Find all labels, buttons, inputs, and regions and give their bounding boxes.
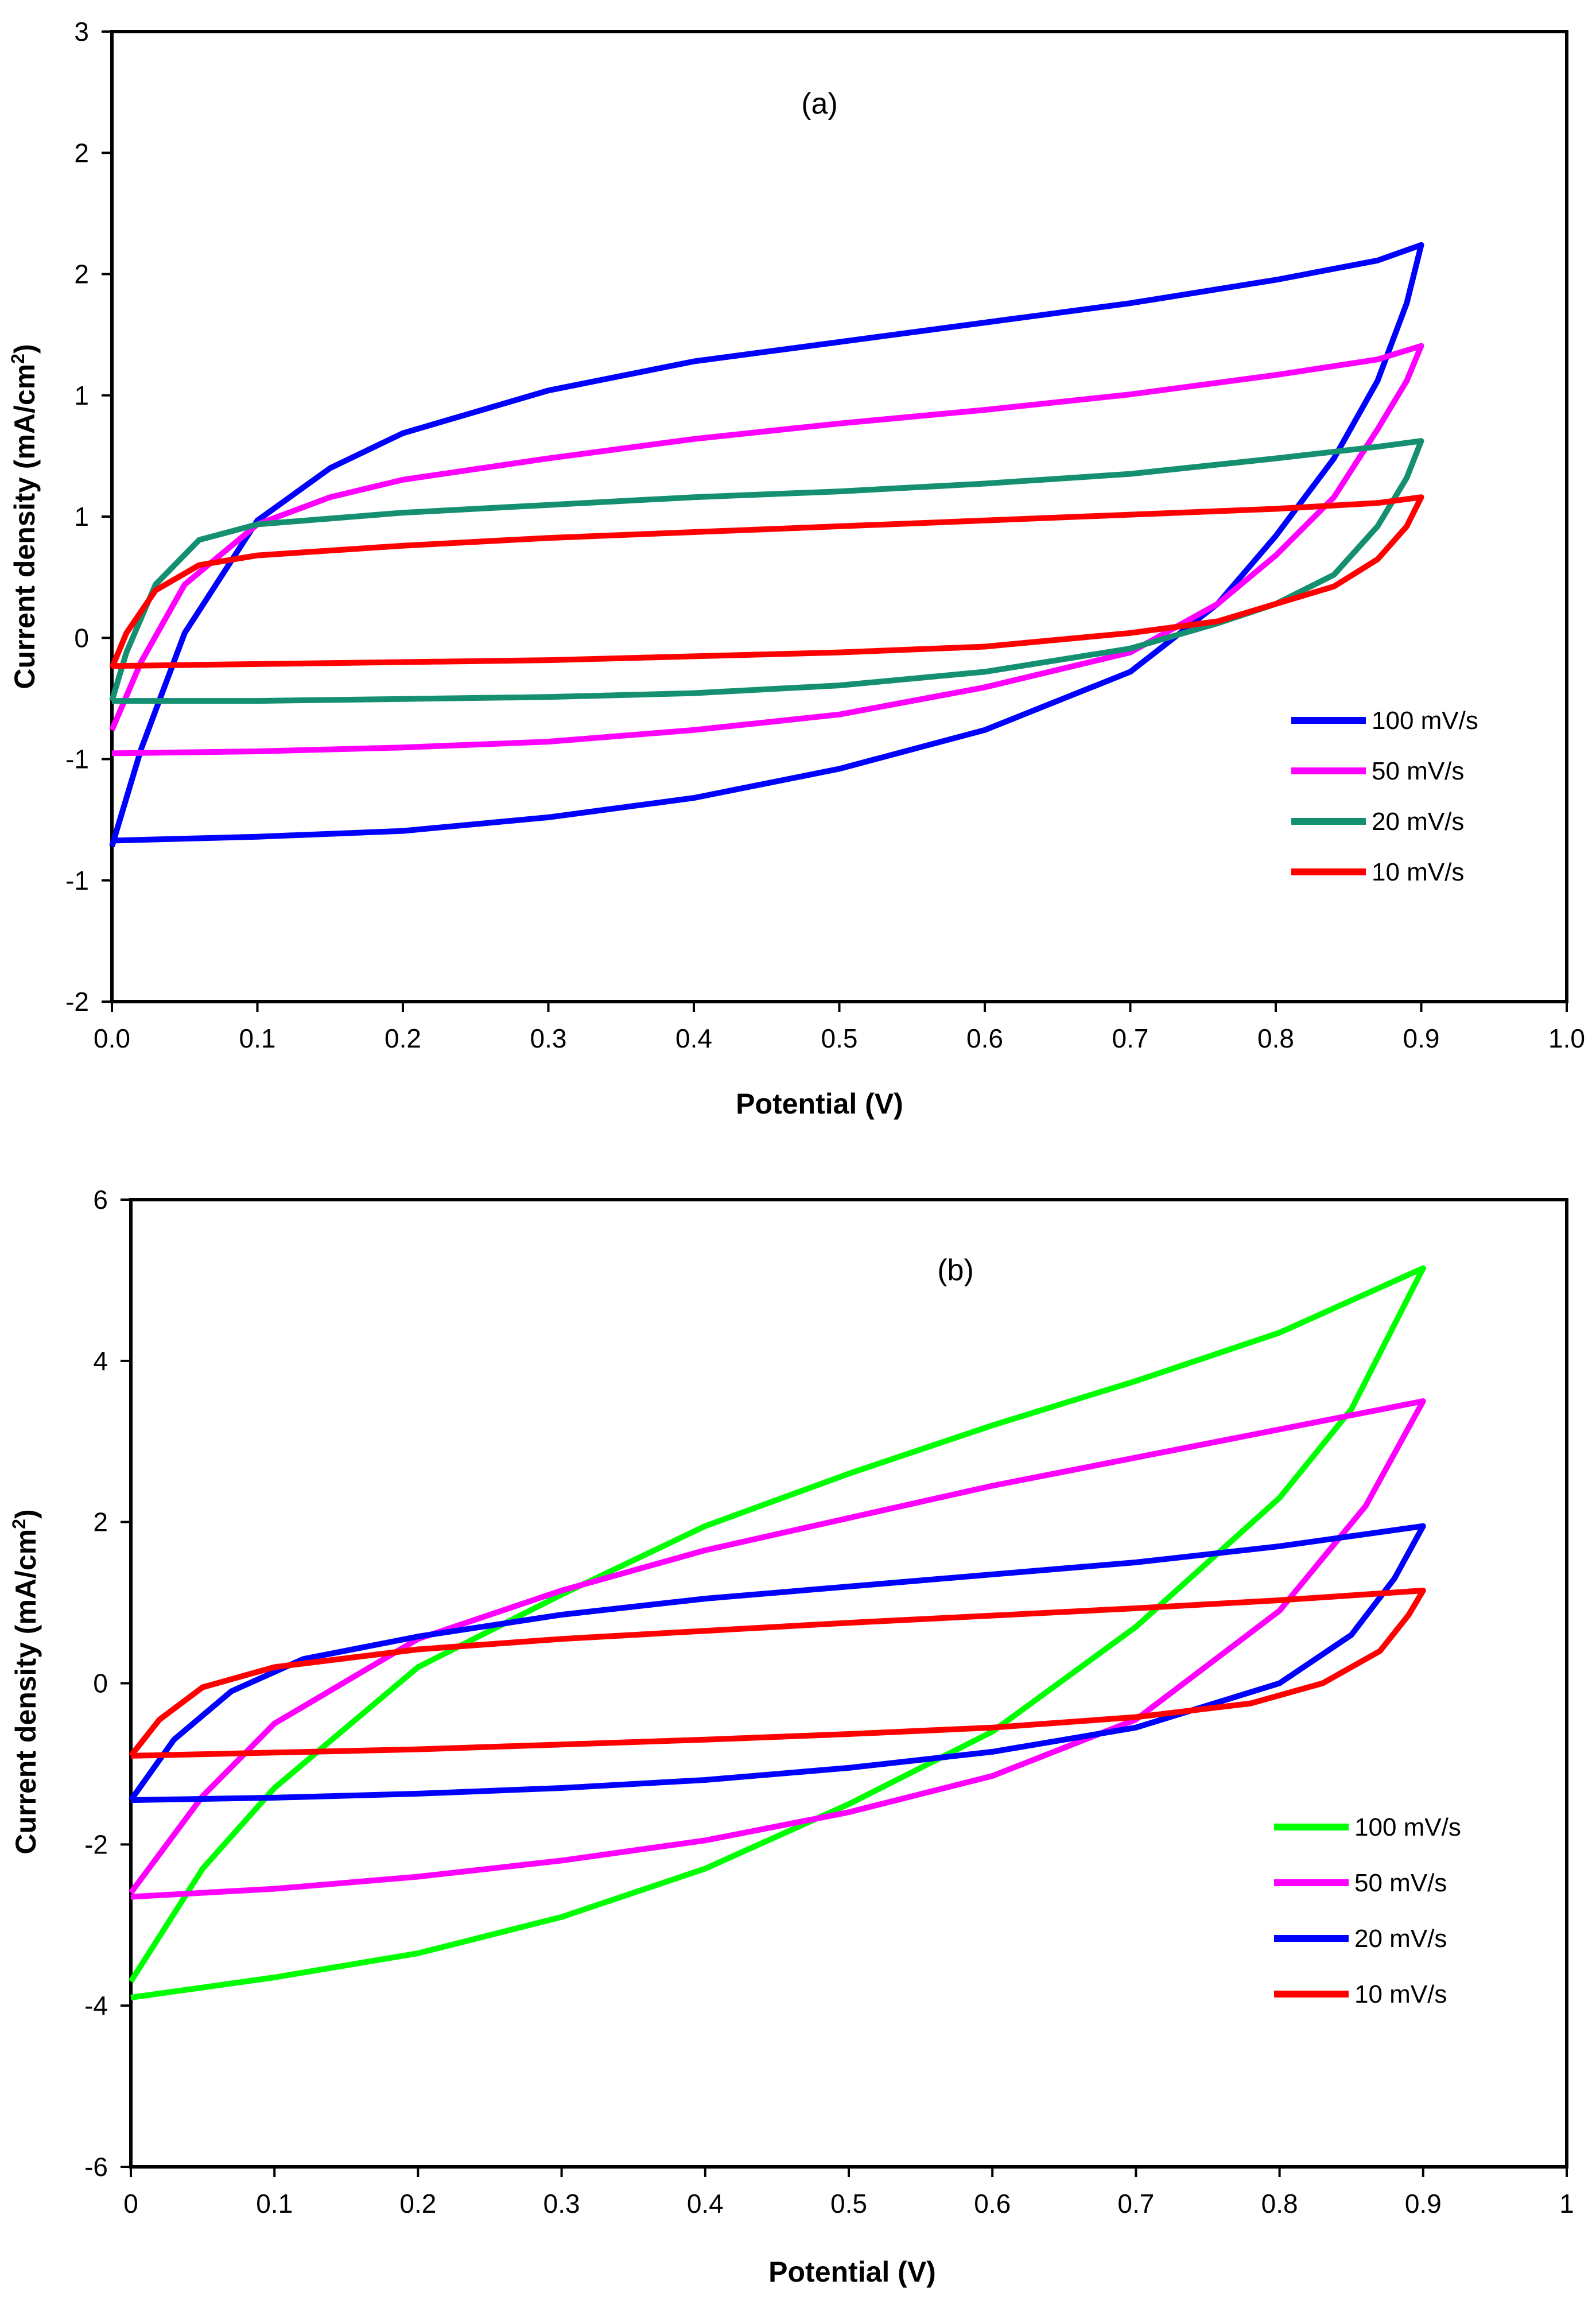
x-tick-label-b-2: 0.2 bbox=[399, 2189, 436, 2218]
legend-label-b-2: 20 mV/s bbox=[1354, 1925, 1447, 1953]
y-tick-label-a-4: 1 bbox=[74, 502, 89, 532]
x-tick-label-b-10: 1 bbox=[1559, 2189, 1574, 2218]
series-line-a-1 bbox=[109, 343, 1424, 757]
y-axis-title-b: Current density (mA/cm2) bbox=[9, 1509, 42, 1854]
y-ticks-b: -6 -4 -2 0 2 4 6 bbox=[84, 1185, 131, 2182]
x-tick-label-b-0: 0 bbox=[123, 2189, 138, 2218]
legend-label-b-1: 50 mV/s bbox=[1354, 1869, 1447, 1897]
y-ticks-a: -2 -1 -1 0 1 1 2 2 3 bbox=[65, 17, 112, 1017]
x-tick-label-b-8: 0.8 bbox=[1261, 2189, 1298, 2218]
x-tick-label-b-7: 0.7 bbox=[1117, 2189, 1154, 2218]
series-line-a-2 bbox=[109, 438, 1424, 704]
y-tick-label-b-0: -6 bbox=[84, 2152, 108, 2182]
panel-label-a: (a) bbox=[801, 87, 838, 121]
panel-label-b: (b) bbox=[937, 1254, 974, 1287]
x-tick-label-b-9: 0.9 bbox=[1405, 2189, 1442, 2218]
legend-label-b-0: 100 mV/s bbox=[1354, 1813, 1461, 1841]
x-tick-label-b-6: 0.6 bbox=[974, 2189, 1011, 2218]
y-tick-label-a-0: -2 bbox=[65, 987, 89, 1017]
y-tick-label-b-4: 2 bbox=[93, 1507, 108, 1537]
series-line-b-0 bbox=[128, 1265, 1426, 2001]
y-tick-label-a-7: 2 bbox=[74, 138, 89, 168]
x-tick-label-a-4: 0.4 bbox=[675, 1023, 712, 1053]
x-ticks-b: 0 0.1 0.2 0.3 0.4 0.5 0.6 0.7 0.8 0.9 1 bbox=[123, 2167, 1574, 2218]
series-line-b-1 bbox=[128, 1398, 1426, 1900]
legend-label-b-3: 10 mV/s bbox=[1354, 1980, 1447, 2008]
y-tick-label-b-5: 4 bbox=[93, 1346, 108, 1376]
x-tick-label-b-1: 0.1 bbox=[256, 2189, 293, 2218]
y-tick-label-b-2: -2 bbox=[84, 1829, 108, 1859]
x-tick-label-a-5: 0.5 bbox=[821, 1023, 858, 1053]
panel-a: 0.0 0.1 0.2 0.3 0.4 0.5 0.6 0.7 0.8 0.9 1.0 -2 -1 -1… bbox=[7, 17, 1585, 1120]
y-tick-label-b-6: 6 bbox=[93, 1185, 108, 1215]
series-line-a-0 bbox=[109, 242, 1424, 848]
x-tick-label-a-9: 0.9 bbox=[1403, 1023, 1440, 1053]
series-line-a-3 bbox=[109, 494, 1424, 669]
x-tick-label-a-7: 0.7 bbox=[1112, 1023, 1149, 1053]
y-axis-title-a-sup: 2 bbox=[7, 354, 28, 364]
x-ticks-a: 0.0 0.1 0.2 0.3 0.4 0.5 0.6 0.7 0.8 0.9 1.0 bbox=[94, 1002, 1585, 1053]
y-tick-label-a-5: 1 bbox=[74, 381, 89, 410]
y-tick-label-a-1: -1 bbox=[65, 866, 89, 895]
legend-b: 100 mV/s 50 mV/s 20 mV/s 10 mV/s bbox=[1274, 1813, 1461, 2008]
y-axis-title-b-main: Current density (mA/cm bbox=[10, 1529, 42, 1855]
y-axis-title-b-close: ) bbox=[10, 1509, 42, 1519]
legend-label-a-3: 10 mV/s bbox=[1372, 858, 1464, 886]
x-axis-title-b: Potential (V) bbox=[768, 2256, 936, 2288]
x-tick-label-a-6: 0.6 bbox=[966, 1023, 1003, 1053]
x-tick-label-a-2: 0.2 bbox=[385, 1023, 421, 1053]
legend-label-a-0: 100 mV/s bbox=[1372, 707, 1478, 735]
y-tick-label-a-8: 3 bbox=[74, 17, 89, 46]
y-axis-title-a: Current density (mA/cm2) bbox=[7, 344, 41, 689]
y-tick-label-a-2: -1 bbox=[65, 744, 89, 774]
y-axis-title-a-close: ) bbox=[9, 344, 41, 354]
panel-b: 0 0.1 0.2 0.3 0.4 0.5 0.6 0.7 0.8 0.9 1 -6 -4 -2 0 2 4 6… bbox=[9, 1185, 1574, 2288]
x-tick-label-a-3: 0.3 bbox=[530, 1023, 567, 1053]
series-group-b bbox=[128, 1265, 1426, 2001]
legend-label-a-2: 20 mV/s bbox=[1372, 808, 1464, 836]
y-tick-label-a-6: 2 bbox=[74, 259, 89, 289]
x-axis-title-a: Potential (V) bbox=[736, 1088, 903, 1120]
y-axis-title-b-sup: 2 bbox=[9, 1519, 29, 1529]
x-tick-label-b-5: 0.5 bbox=[830, 2189, 867, 2218]
series-line-b-2 bbox=[128, 1523, 1426, 1803]
legend-label-a-1: 50 mV/s bbox=[1372, 757, 1464, 785]
series-line-b-3 bbox=[129, 1588, 1426, 1759]
y-tick-label-b-3: 0 bbox=[93, 1669, 108, 1698]
x-tick-label-a-10: 1.0 bbox=[1548, 1023, 1585, 1053]
y-tick-label-a-3: 0 bbox=[74, 623, 89, 653]
x-tick-label-a-1: 0.1 bbox=[239, 1023, 276, 1053]
series-group-a bbox=[109, 242, 1424, 848]
x-tick-label-b-3: 0.3 bbox=[543, 2189, 580, 2218]
legend-a: 100 mV/s 50 mV/s 20 mV/s 10 mV/s bbox=[1291, 707, 1478, 886]
x-tick-label-b-4: 0.4 bbox=[687, 2189, 724, 2218]
y-tick-label-b-1: -4 bbox=[84, 1991, 108, 2020]
y-axis-title-a-main: Current density (mA/cm bbox=[9, 364, 41, 689]
x-tick-label-a-0: 0.0 bbox=[94, 1023, 130, 1053]
x-tick-label-a-8: 0.8 bbox=[1257, 1023, 1294, 1053]
